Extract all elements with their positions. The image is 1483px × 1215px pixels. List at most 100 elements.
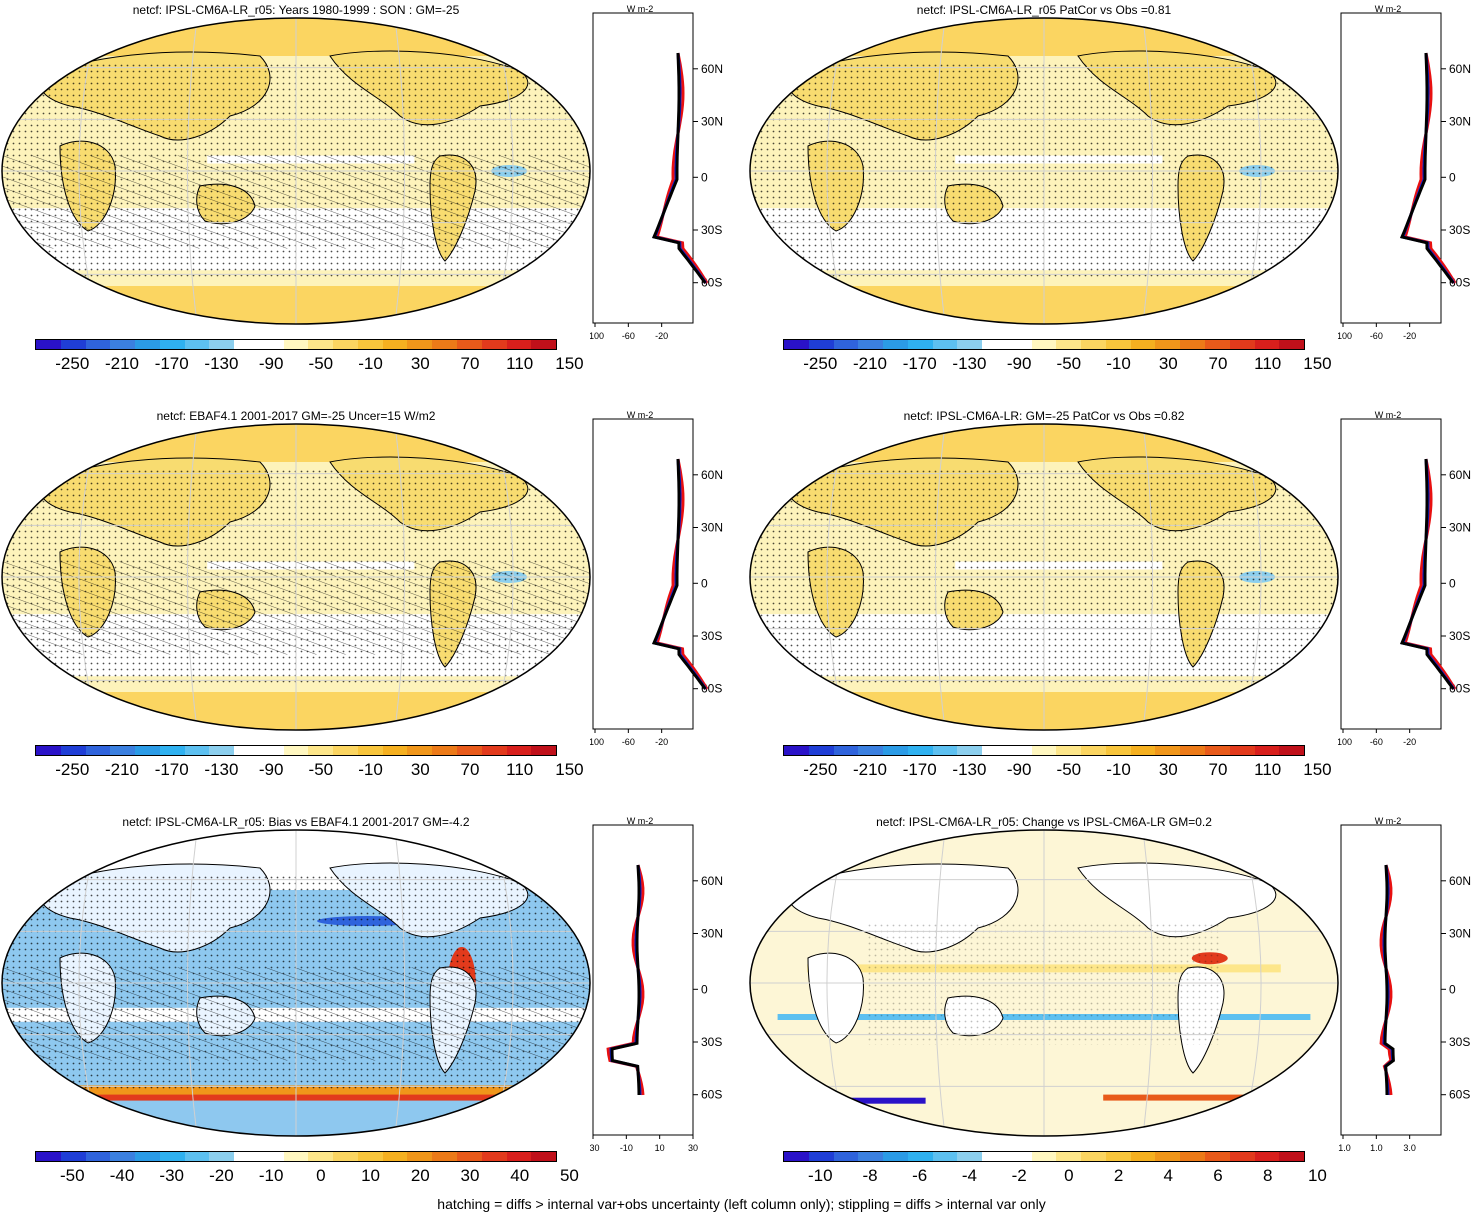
panel-p4: netcf: IPSL-CM6A-LR: GM=-25 PatCor vs Ob… [748,406,1483,806]
colorbar-swatch [209,340,235,349]
colorbar-swatch [932,746,958,755]
zonal-lat-label: 60N [1449,62,1471,76]
colorbar-swatch [1205,746,1230,755]
colorbar-swatch [506,1152,532,1161]
colorbar-swatch [858,340,884,349]
colorbar-tick-label: 0 [316,1166,326,1185]
zonal-x-label: 1.0 [1370,1143,1383,1153]
zonal-profile-line [655,458,709,690]
colorbar-swatch [36,1152,61,1161]
zonal-x-label: -20 [1403,737,1416,747]
map-robinson [1,17,591,325]
colorbar-swatch [907,340,933,349]
zonal-lat-label: 60N [701,874,723,888]
zonal-lat-label: 0 [1449,170,1456,184]
colorbar-swatch [1205,1152,1230,1161]
colorbar-tick-label: -170 [902,760,937,779]
colorbar-swatch [333,340,358,349]
colorbar-tick-label: -10 [358,760,383,779]
colorbar-swatch [808,1152,834,1161]
zonal-profile-line [1399,458,1455,690]
colorbar-swatch [957,1152,983,1161]
colorbar-tick-label: 40 [510,1166,530,1185]
colorbar-swatch [1229,746,1255,755]
colorbar-swatch [481,1152,507,1161]
colorbar-swatch [1155,1152,1181,1161]
colorbar-swatch [1081,1152,1106,1161]
colorbar-swatch [85,1152,111,1161]
zonal-lat-label: 60N [701,468,723,482]
colorbar-tick-label: -250 [55,354,90,373]
colorbar-swatch [531,340,557,349]
colorbar [783,339,1305,350]
colorbar-swatch [382,1152,408,1161]
zonal-x-label: 3.0 [1403,1143,1416,1153]
colorbar-swatch [982,1152,1007,1161]
colorbar-swatch [209,746,235,755]
colorbar-swatch [110,1152,136,1161]
zonal-lat-label: 30N [701,521,723,535]
colorbar-swatch [283,746,309,755]
colorbar-tick-label: -170 [154,354,189,373]
colorbar-swatch [36,340,61,349]
panel-title: netcf: IPSL-CM6A-LR_r05: Bias vs EBAF4.1… [122,815,470,829]
zonal-lat-label: 30S [701,629,722,643]
colorbar-swatch [957,340,983,349]
colorbar-swatch [234,1152,259,1161]
colorbar-swatch [1031,746,1057,755]
colorbar-tick-label: -210 [852,760,888,779]
zonal-units-label: W m-2 [627,411,654,420]
zonal-x-label: 10 [655,1143,665,1153]
colorbar-swatch [382,746,408,755]
colorbar-swatch [1180,1152,1206,1161]
map-robinson [1,829,591,1137]
colorbar-tick-label: -50 [1056,354,1082,373]
colorbar-swatch [982,746,1007,755]
colorbar-swatch [60,746,86,755]
panel-p2: netcf: IPSL-CM6A-LR_r05 PatCor vs Obs =0… [748,0,1483,400]
zonal-lat-label: 30N [1449,521,1471,535]
colorbar-swatch [506,746,532,755]
colorbar-swatch [531,1152,557,1161]
colorbar-swatch [1229,340,1255,349]
colorbar-tick-label: -8 [862,1166,878,1185]
colorbar-tick-label: 10 [361,1166,381,1185]
zonal-x-label: 30 [688,1143,698,1153]
colorbar-swatch [258,1152,284,1161]
zonal-x-label: -60 [1370,331,1383,341]
zonal-x-label: -60 [622,737,635,747]
colorbar-swatch [1279,746,1305,755]
zonal-lat-label: 30S [1449,629,1470,643]
colorbar-tick-label: 70 [460,760,480,779]
colorbar-swatch [184,340,210,349]
colorbar-swatch [1031,340,1057,349]
colorbar-tick-label: -250 [803,760,838,779]
colorbar-swatch [159,340,185,349]
colorbar-tick-label: 150 [1303,354,1332,373]
colorbar [35,339,557,350]
colorbar-tick-label: -90 [258,760,284,779]
zonal-profile-line [1403,458,1457,690]
colorbar-swatch [308,1152,334,1161]
zonal-profile-line [1403,52,1457,284]
colorbar-tick-label: -10 [258,1166,284,1185]
zonal-lat-label: 30S [1449,223,1470,237]
panel-p3: netcf: EBAF4.1 2001-2017 GM=-25 Uncer=15… [0,406,735,806]
colorbar-swatch [457,1152,482,1161]
colorbar-tick-label: -50 [1056,760,1082,779]
colorbar-tick-label: -90 [258,354,284,373]
colorbar-swatch [135,340,160,349]
colorbar-swatch [234,340,259,349]
colorbar [35,745,557,756]
colorbar-swatch [1155,746,1181,755]
colorbar-swatch [1229,1152,1255,1161]
colorbar-tick-label: 8 [1262,1166,1273,1185]
colorbar-tick-label: 30 [1158,354,1178,373]
colorbar-swatch [833,340,859,349]
colorbar-swatch [333,1152,358,1161]
colorbar-tick-label: -50 [308,354,334,373]
colorbar-tick-label: 50 [559,1166,579,1185]
zonal-x-label: -20 [655,737,668,747]
